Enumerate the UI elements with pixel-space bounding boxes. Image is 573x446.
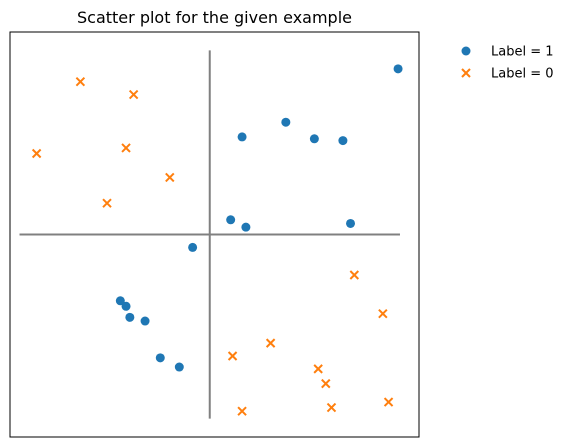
label-0-point [237, 406, 247, 416]
label-1-point [115, 296, 125, 306]
label-0-point [321, 378, 331, 389]
label-1-point [281, 117, 291, 127]
label-0-point [102, 198, 112, 208]
label-0-point [121, 143, 131, 153]
chart-title: Scatter plot for the given example [77, 8, 352, 27]
label-1-point [140, 316, 150, 326]
label-1-point [309, 134, 319, 144]
label-0-point [265, 338, 276, 348]
label-1-point [393, 64, 403, 74]
label-1-point [241, 222, 251, 232]
label-0-point [349, 270, 360, 280]
label-0-point [383, 397, 394, 407]
label-1-point [125, 312, 135, 322]
series-1 [115, 64, 403, 372]
series-2 [31, 76, 394, 416]
label-1-point [174, 362, 184, 372]
reference-lines [19, 50, 400, 419]
label-1-point [346, 218, 356, 228]
legend: Label = 1 Label = 0 [461, 45, 554, 82]
label-1-point [226, 215, 236, 225]
data-points [31, 64, 403, 416]
legend-marker [461, 46, 471, 56]
legend-label: Label = 0 [491, 67, 554, 82]
legend-marker [461, 68, 471, 78]
legend-label: Label = 1 [491, 45, 554, 60]
label-0-point [128, 89, 139, 100]
label-0-point [165, 172, 175, 183]
label-1-point [338, 136, 348, 146]
label-1-point [188, 242, 198, 252]
label-0-point [227, 351, 238, 361]
label-1-point [121, 301, 131, 311]
label-1-point [155, 353, 165, 363]
label-0-point [75, 76, 86, 87]
label-0-point [31, 148, 42, 159]
label-1-point [237, 132, 247, 142]
label-0-point [326, 402, 337, 413]
label-0-point [378, 308, 388, 319]
label-0-point [313, 364, 323, 374]
